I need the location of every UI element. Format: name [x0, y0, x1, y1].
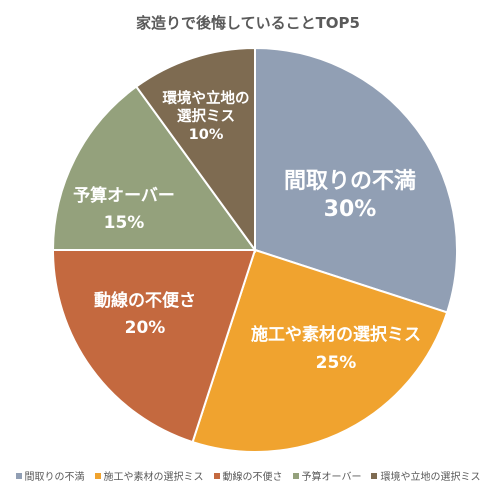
- legend-item: 施工や素材の選択ミス: [94, 468, 204, 483]
- legend-item: 環境や立地の選択ミス: [371, 468, 480, 483]
- legend-swatch: [371, 472, 378, 479]
- pie-slice-4: [51, 85, 257, 251]
- slice-name-label: 間取りの不満: [284, 168, 416, 194]
- chart-title: 家造りで後悔していることTOP5: [136, 14, 360, 32]
- legend-label: 環境や立地の選択ミス: [380, 472, 481, 483]
- legend-label: 間取りの不満: [24, 472, 85, 483]
- legend-label: 動線の不便さ: [222, 472, 283, 483]
- legend-swatch: [15, 472, 22, 479]
- slice-percent-label: 10%: [189, 127, 224, 143]
- legend: 間取りの不満 施工や素材の選択ミス 動線の不便さ 予算オーバー 環境や立地の選択ミス: [0, 468, 496, 483]
- slice-name-label: 環境や立地の: [163, 89, 250, 107]
- slice-percent-label: 30%: [324, 197, 377, 222]
- legend-label: 施工や素材の選択ミス: [103, 472, 204, 483]
- pie-slice-2: [191, 248, 449, 453]
- legend-item: 間取りの不満: [15, 468, 85, 483]
- pie-slice-5: [134, 46, 256, 254]
- pie-labels: 間取りの不満 30% 施工や素材の選択ミス 25% 動線の不便さ 20% 予算オーバー 15%…: [73, 89, 421, 373]
- legend-swatch: [94, 472, 101, 479]
- legend-label: 予算オーバー: [301, 472, 362, 483]
- legend-item: 予算オーバー: [292, 468, 362, 483]
- legend-item: 動線の不便さ: [213, 468, 283, 483]
- pie-slice-1: [254, 46, 458, 314]
- pie-slice-3: [51, 249, 257, 444]
- slice-name-label: 予算オーバー: [73, 185, 175, 206]
- slice-percent-label: 20%: [125, 318, 166, 338]
- legend-swatch: [292, 472, 299, 479]
- slice-name-label: 選択ミス: [177, 107, 235, 125]
- legend-swatch: [213, 472, 220, 479]
- pie-slices: [51, 46, 458, 453]
- slice-percent-label: 25%: [316, 353, 357, 373]
- slice-name-label: 動線の不便さ: [94, 290, 196, 311]
- slice-percent-label: 15%: [104, 213, 145, 233]
- slice-name-label: 施工や素材の選択ミス: [251, 324, 421, 345]
